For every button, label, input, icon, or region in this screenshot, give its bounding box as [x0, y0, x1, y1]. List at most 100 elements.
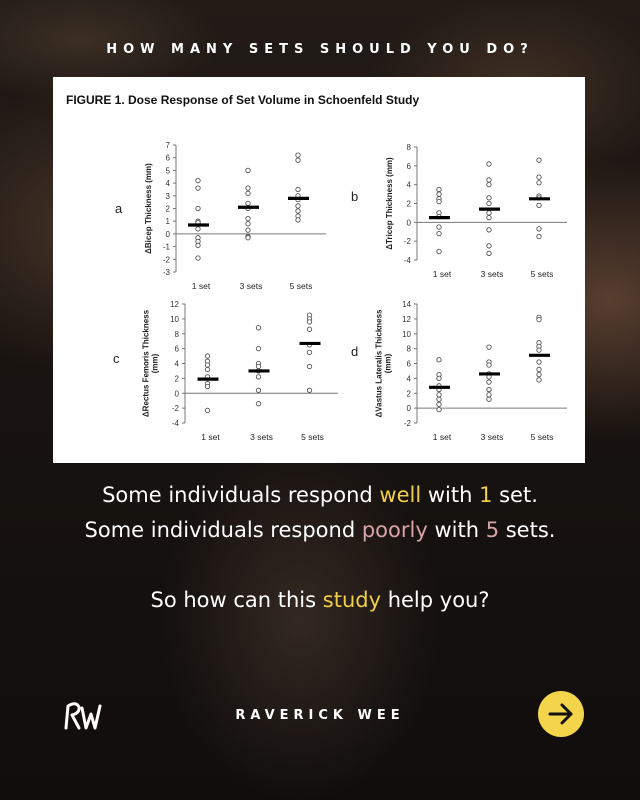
figure-title: FIGURE 1. Dose Response of Set Volume in…: [66, 93, 420, 107]
message-text: sets.: [499, 518, 556, 542]
data-point: [245, 216, 251, 222]
y-axis-label: ΔBicep Thickness (mm): [144, 163, 153, 254]
y-tick-label: 4: [175, 360, 180, 369]
panel-letter: d: [351, 344, 358, 359]
data-point: [486, 177, 492, 183]
x-tick-label: 3 sets: [481, 269, 504, 279]
data-point: [486, 182, 492, 188]
y-tick-label: -2: [172, 404, 180, 413]
data-point: [486, 362, 492, 368]
data-point: [486, 210, 492, 216]
data-point: [536, 174, 542, 180]
chart-panel-a: -3 -2 -1 0 1 2 3 4 5 6 7 ΔBicep Thickness (mm) a 1 se…: [115, 141, 326, 291]
data-point: [245, 190, 251, 196]
message-text: set.: [492, 483, 538, 507]
message-line-2: Some individuals respond poorly with 5 s…: [0, 518, 640, 542]
next-button[interactable]: [538, 691, 584, 737]
x-tick-label: 1 set: [201, 432, 220, 442]
message-text: help you?: [381, 588, 490, 612]
y-tick-label: 6: [407, 360, 412, 369]
data-point: [295, 157, 301, 163]
rw-logo-icon: [64, 702, 102, 730]
data-point: [486, 161, 492, 167]
data-point: [486, 227, 492, 233]
highlight-well: well: [379, 483, 422, 507]
data-point: [204, 366, 211, 373]
data-point: [536, 359, 542, 365]
data-point: [436, 230, 442, 237]
data-point: [195, 242, 201, 248]
data-point: [204, 362, 211, 368]
y-tick-label: 6: [166, 154, 171, 163]
data-point: [486, 344, 492, 350]
brand-name: RAVERICK WEE: [235, 708, 405, 723]
data-point: [436, 357, 442, 363]
data-point: [536, 372, 542, 378]
data-point: [255, 325, 262, 331]
data-point: [436, 248, 442, 255]
data-point: [195, 255, 201, 261]
message-line-1: Some individuals respond well with 1 set…: [0, 483, 640, 507]
y-tick-label: 8: [407, 345, 412, 354]
chart-panel-c: -4 -2 0 2 4 6 8 10 12 ΔRectus Femoris Thickness (m…: [113, 300, 338, 442]
panel-letter: a: [115, 201, 123, 216]
data-point: [255, 363, 262, 370]
page-title: HOW MANY SETS SHOULD YOU DO?: [106, 42, 534, 57]
figure-panel: FIGURE 1. Dose Response of Set Volume in…: [53, 77, 585, 463]
y-tick-label: -1: [163, 243, 171, 252]
x-tick-label: 5 sets: [531, 269, 554, 279]
y-tick-label: 4: [166, 179, 171, 188]
x-tick-label: 5 sets: [290, 281, 313, 291]
y-tick-label: -2: [404, 237, 412, 246]
data-point: [195, 226, 201, 232]
data-point: [295, 152, 301, 158]
y-tick-label: 8: [175, 330, 180, 339]
y-axis-label: ΔTricep Thickness (mm): [385, 157, 394, 250]
y-axis-label: ΔRectus Femoris Thickness: [142, 309, 151, 417]
highlight-one: 1: [479, 483, 493, 507]
message-text: Some individuals respond: [102, 483, 380, 507]
data-point: [204, 407, 211, 414]
message-line-3: So how can this study help you?: [0, 588, 640, 612]
y-tick-label: 8: [407, 143, 412, 152]
data-point: [536, 157, 542, 163]
x-tick-label: 1 set: [433, 432, 452, 442]
data-point: [486, 195, 492, 201]
y-axis-label: (mm): [151, 353, 160, 373]
y-tick-label: 10: [170, 315, 179, 324]
data-point: [536, 180, 542, 186]
data-point: [486, 243, 492, 249]
data-point: [245, 235, 251, 241]
x-tick-label: 5 sets: [301, 432, 324, 442]
data-point: [486, 392, 492, 398]
data-point: [486, 379, 492, 385]
arrow-right-icon: [548, 703, 573, 725]
y-tick-label: 0: [407, 218, 412, 227]
data-point: [436, 401, 442, 408]
data-point: [486, 396, 492, 402]
data-point: [295, 208, 301, 214]
data-point: [536, 347, 542, 353]
chart-panel-d: -2 0 2 4 6 8 10 12 14 ΔVastus Lateralis Thickness…: [351, 300, 567, 442]
y-tick-label: 2: [166, 205, 171, 214]
data-point: [436, 224, 442, 230]
y-tick-label: 0: [407, 404, 412, 413]
x-tick-label: 3 sets: [240, 281, 263, 291]
data-point: [204, 383, 211, 390]
data-point: [204, 353, 211, 359]
y-tick-label: -4: [404, 256, 412, 265]
y-tick-label: -2: [404, 419, 412, 428]
data-point: [255, 345, 262, 352]
data-point: [245, 167, 251, 174]
data-point: [486, 200, 492, 207]
data-point: [436, 186, 442, 193]
data-point: [436, 198, 442, 205]
data-point: [536, 226, 542, 232]
data-point: [195, 185, 201, 191]
y-tick-label: 2: [407, 389, 412, 398]
panel-letter: c: [113, 351, 120, 366]
data-point: [536, 366, 542, 373]
y-tick-label: 4: [407, 181, 412, 190]
x-tick-label: 1 set: [433, 269, 452, 279]
